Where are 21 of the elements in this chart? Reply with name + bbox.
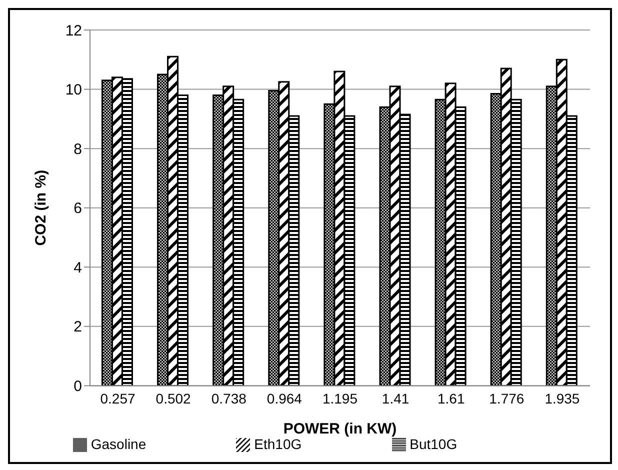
- y-tick-label: 0: [74, 378, 82, 396]
- y-tick-label: 10: [65, 82, 82, 99]
- x-tick-label: 0.964: [266, 390, 302, 407]
- x-tick-label: 1.195: [322, 390, 358, 407]
- legend-label: Eth10G: [254, 436, 302, 452]
- x-tick-label: 0.738: [211, 390, 247, 407]
- y-axis-title: CO2 (in %): [32, 170, 50, 246]
- legend-label: But10G: [410, 436, 458, 452]
- y-tick-label: 6: [74, 200, 82, 218]
- x-tick-label: 1.41: [382, 390, 410, 407]
- y-tick-label: 12: [65, 22, 82, 40]
- y-tick-label: 4: [74, 259, 82, 276]
- x-axis-title: POWER (in KW): [283, 420, 397, 438]
- x-tick-label: 0.257: [100, 390, 136, 407]
- legend-label: Gasoline: [90, 436, 146, 452]
- x-tick-label: 1.776: [489, 390, 524, 407]
- y-tick-label: 8: [74, 140, 82, 158]
- x-tick-label: 1.935: [544, 390, 580, 407]
- x-tick-label: 1.61: [437, 390, 465, 407]
- x-tick-label: 0.502: [156, 390, 192, 407]
- y-tick-label: 2: [74, 318, 82, 336]
